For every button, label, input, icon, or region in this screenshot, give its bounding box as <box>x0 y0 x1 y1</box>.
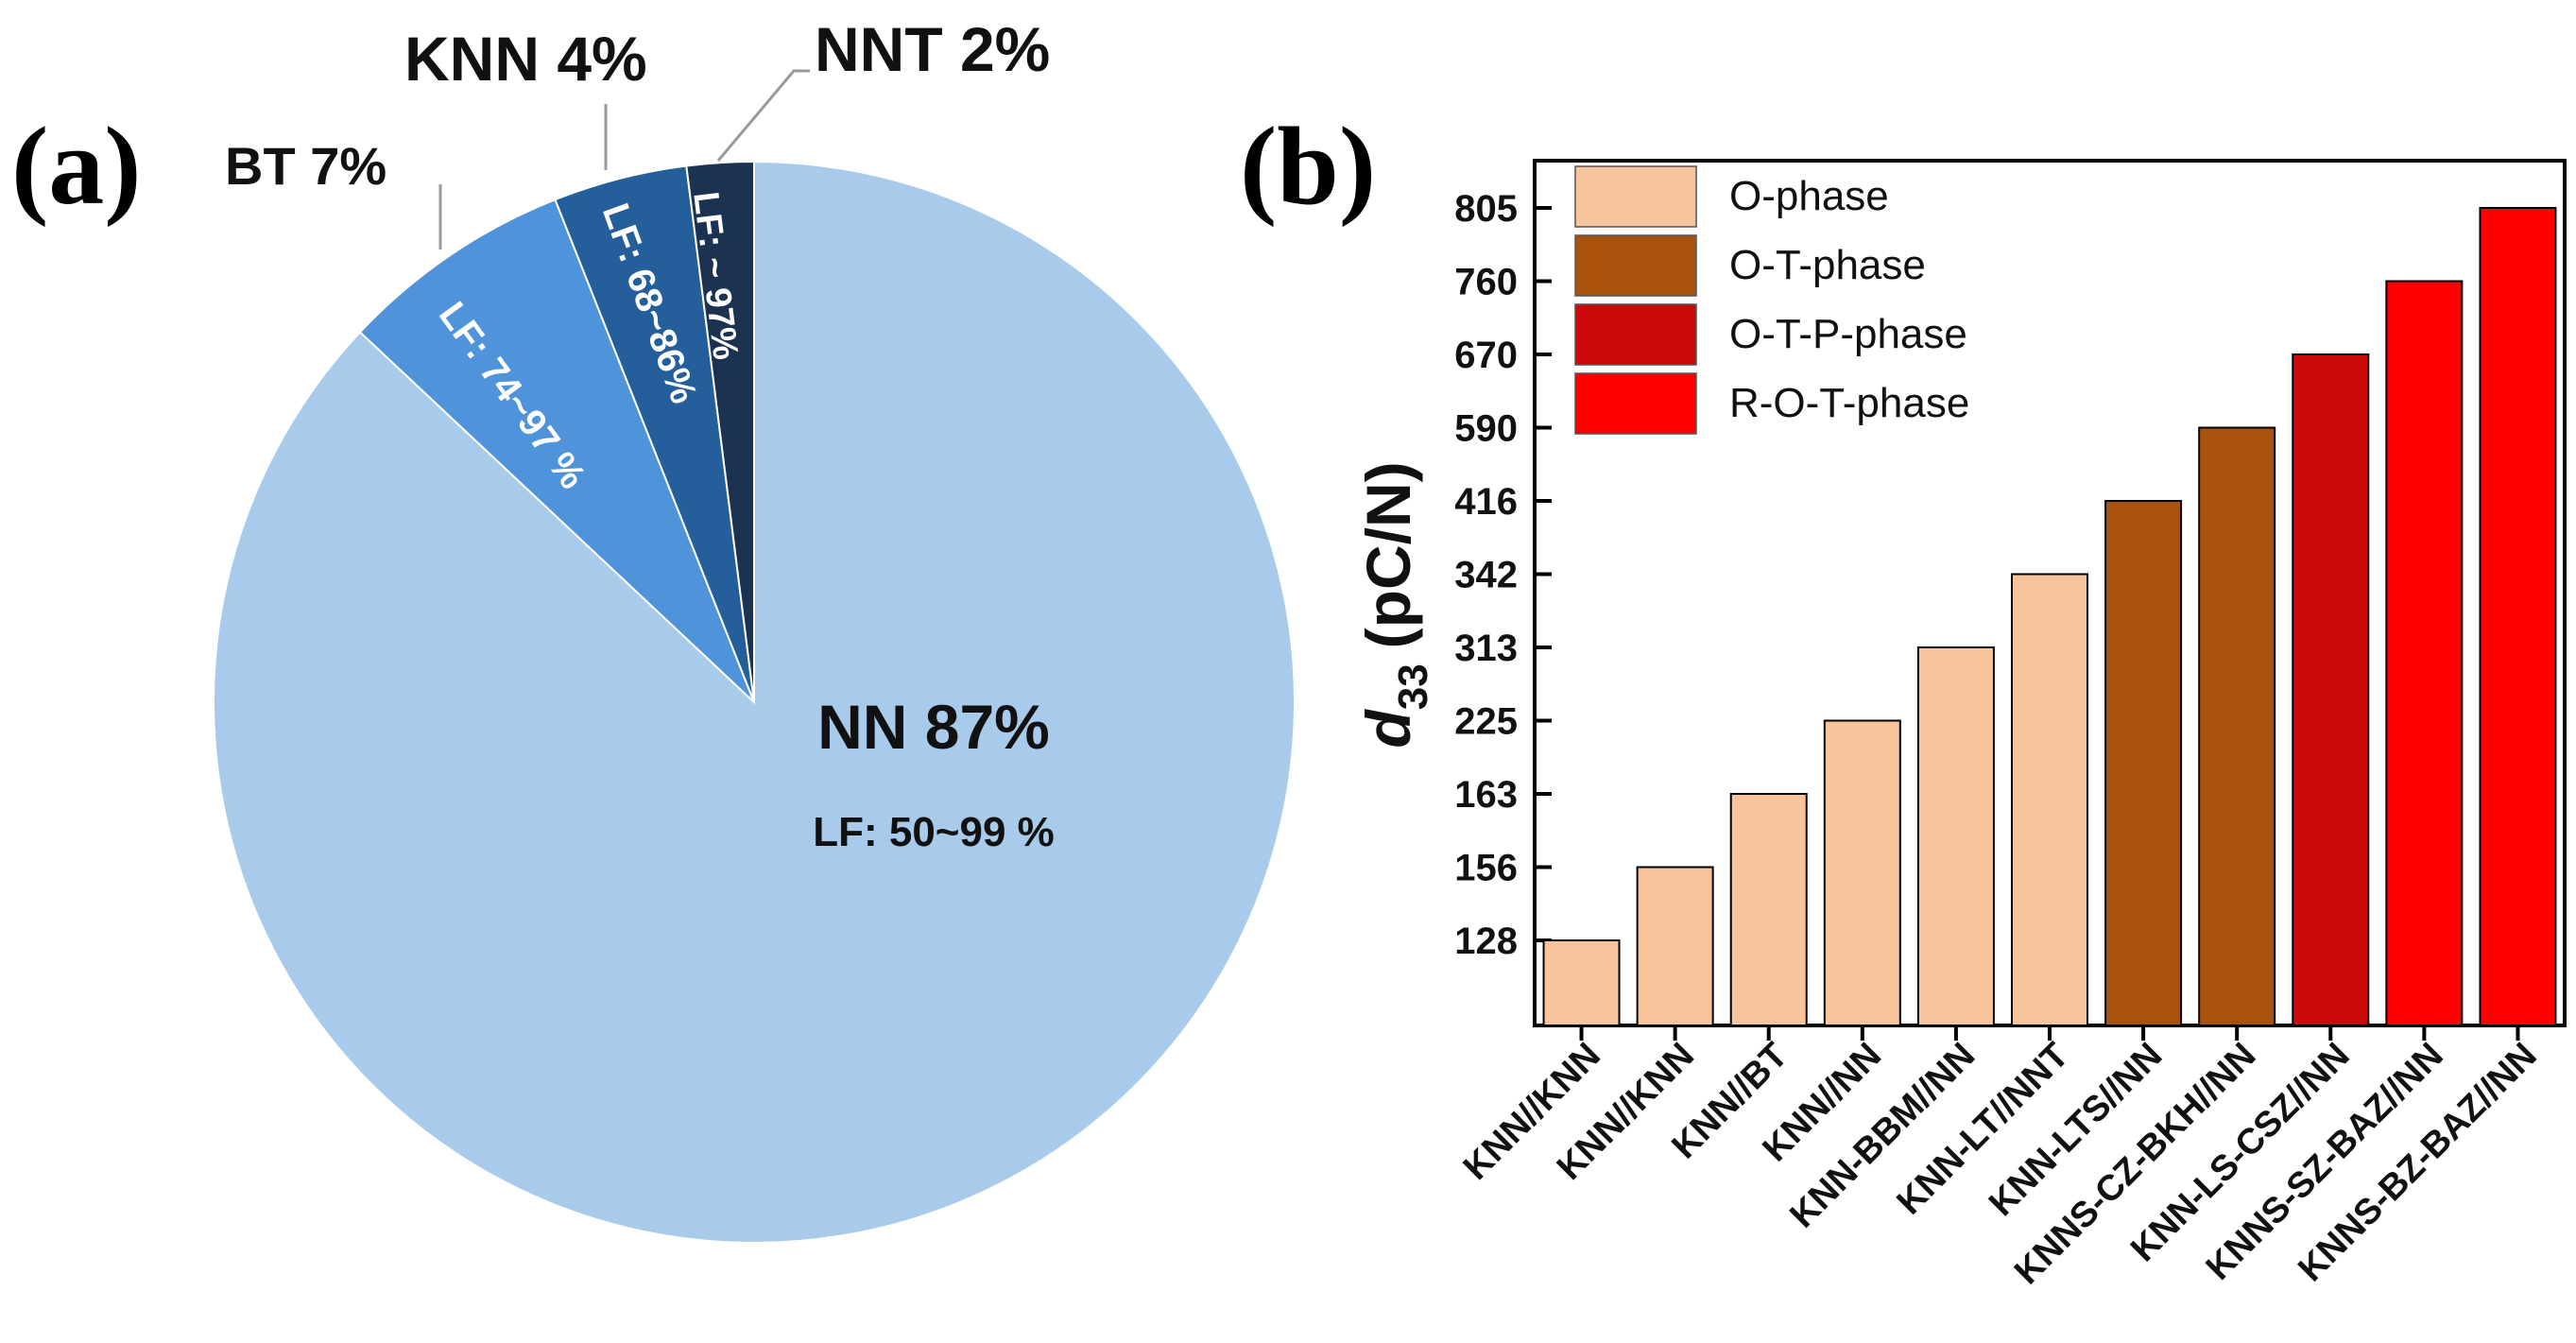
panel-a-label: (a) <box>11 104 142 228</box>
pie-slice-bt <box>358 198 755 703</box>
y-tick-label: 156 <box>1454 848 1518 889</box>
legend-swatch-1 <box>1574 165 1697 228</box>
bar-11 <box>2479 207 2557 1026</box>
y-tick-label: 225 <box>1454 701 1518 743</box>
legend-label-1: O-phase <box>1729 173 1889 219</box>
leader-line-nnt <box>716 69 810 162</box>
y-axis-title: d33 (pC/N) <box>1353 461 1436 748</box>
pie-sublabel-nn: LF: 50~99 % <box>813 809 1055 855</box>
bar-4 <box>1823 719 1901 1026</box>
bar-5 <box>1916 646 1995 1026</box>
y-axis-title-main: d <box>1353 709 1423 749</box>
bar-chart: 128156163225313342416590670760805KNN//KN… <box>1353 159 2567 1292</box>
y-tick-label: 313 <box>1454 628 1518 669</box>
y-tick-label: 416 <box>1454 481 1518 523</box>
bar-10 <box>2385 280 2464 1026</box>
legend-label-4: R-O-T-phase <box>1729 380 1969 426</box>
bar-2 <box>1636 866 1714 1026</box>
legend-swatch-2 <box>1574 234 1697 297</box>
bar-3 <box>1729 793 1808 1026</box>
y-tick-label: 163 <box>1454 774 1518 816</box>
y-tick-label: 760 <box>1454 262 1518 303</box>
y-axis-title-unit: (pC/N) <box>1353 461 1423 648</box>
legend-swatch-4 <box>1574 372 1697 435</box>
pie-label-nn: NN 87% <box>817 692 1050 762</box>
bar-7 <box>2104 500 2183 1026</box>
y-tick-label: 342 <box>1454 555 1518 596</box>
pie-label-nnt: NNT 2% <box>815 14 1050 84</box>
bar-1 <box>1542 939 1621 1026</box>
bar-9 <box>2292 353 2370 1026</box>
bar-8 <box>2198 426 2276 1026</box>
y-tick-label: 590 <box>1454 408 1518 450</box>
pie-chart: NN 87%LF: 50~99 %LF: 74~97 %BT 7%LF: 68~… <box>213 14 1296 1244</box>
panel-b-label: (b) <box>1240 104 1376 228</box>
pie-label-knn: KNN 4% <box>404 24 647 94</box>
legend-swatch-3 <box>1574 303 1697 366</box>
y-tick-label: 670 <box>1454 335 1518 376</box>
y-tick-label: 805 <box>1454 188 1518 230</box>
legend-label-3: O-T-P-phase <box>1729 311 1967 357</box>
y-tick-label: 128 <box>1454 921 1518 962</box>
pie-label-bt: BT 7% <box>225 136 386 196</box>
legend-label-2: O-T-phase <box>1729 242 1926 288</box>
bar-6 <box>2011 573 2088 1026</box>
y-axis-title-sub: 33 <box>1390 663 1436 710</box>
pie-slice-nnt <box>685 160 755 703</box>
